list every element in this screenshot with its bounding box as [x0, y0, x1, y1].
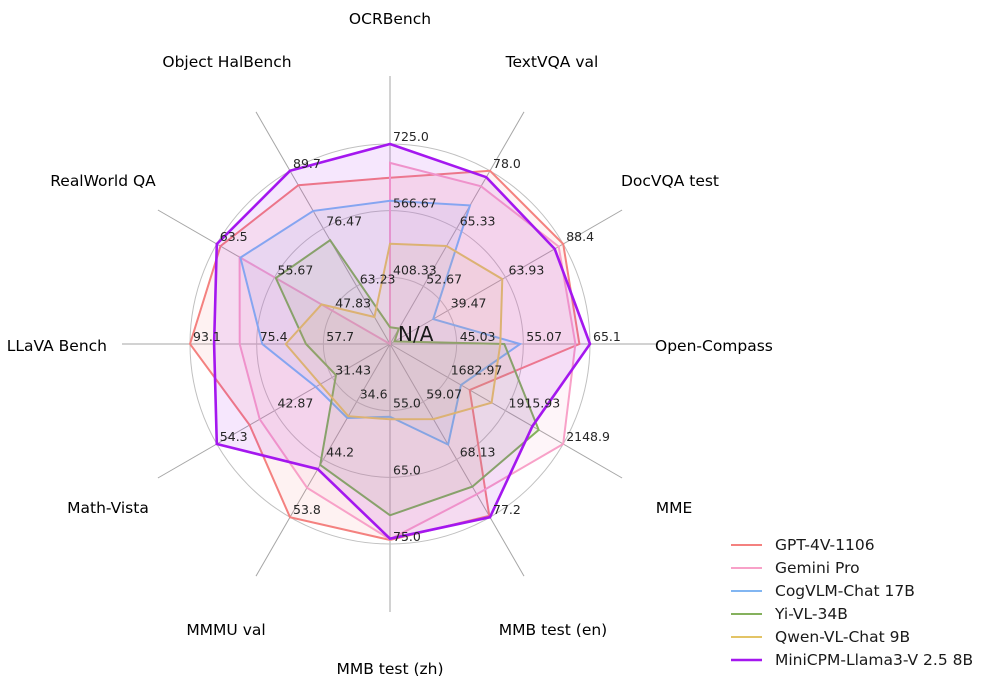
tick-label: 63.93 — [509, 262, 545, 277]
series-polygon-cogvlm-chat-17b — [239, 199, 523, 447]
tick-label: 54.3 — [220, 429, 248, 444]
axis-title-object-halbench: Object HalBench — [162, 53, 291, 71]
axis-title-mme: MME — [656, 499, 693, 517]
tick-label: 44.2 — [326, 445, 354, 460]
axis-spoke — [389, 343, 525, 577]
tick-label: 55.0 — [393, 396, 421, 411]
tick-label: 63.23 — [360, 271, 396, 286]
tick-label: 89.7 — [293, 156, 321, 171]
series-polygon-minicpm-llama3-v-2-5-8b — [212, 142, 592, 541]
tick-label: 65.1 — [593, 329, 621, 344]
axis-title-mmb-test-zh-: MMB test (zh) — [336, 660, 443, 678]
axis-spoke — [389, 209, 623, 345]
tick-label: 1915.93 — [509, 396, 561, 411]
axis-spoke — [157, 343, 391, 479]
tick-label: 63.5 — [220, 229, 248, 244]
legend-label-yi-vl-34b: Yi-VL-34B — [774, 605, 848, 623]
tick-label: 93.1 — [193, 329, 221, 344]
tick-label: 34.6 — [360, 387, 388, 402]
axis-title-docvqa-test: DocVQA test — [621, 172, 719, 190]
center-na-label: N/A — [398, 322, 434, 346]
tick-label: 53.8 — [293, 502, 321, 517]
tick-label: 566.67 — [393, 196, 437, 211]
tick-label: 31.43 — [335, 362, 371, 377]
legend-label-minicpm-llama3-v-2-5-8b: MiniCPM-Llama3-V 2.5 8B — [775, 651, 973, 669]
axis-title-realworld-qa: RealWorld QA — [50, 172, 156, 190]
axis-spoke — [389, 111, 525, 345]
axis-title-open-compass: Open-Compass — [655, 337, 773, 355]
tick-label: 1682.97 — [451, 362, 503, 377]
tick-label: 65.33 — [460, 214, 496, 229]
tick-label: 76.47 — [326, 214, 362, 229]
axis-title-textvqa-val: TextVQA val — [505, 53, 599, 71]
tick-label: 68.13 — [460, 445, 496, 460]
axis-title-mmmu-val: MMMU val — [186, 621, 265, 639]
series-polygon-qwen-vl-chat-9b — [284, 242, 504, 421]
legend-label-gpt-4v-1106: GPT-4V-1106 — [775, 536, 875, 554]
axis-title-llava-bench: LLaVA Bench — [7, 337, 107, 355]
axis-title-mmb-test-en-: MMB test (en) — [499, 621, 607, 639]
tick-label: 42.87 — [278, 396, 314, 411]
tick-label: 65.0 — [393, 462, 421, 477]
legend-label-gemini-pro: Gemini Pro — [775, 559, 860, 577]
tick-label: 39.47 — [451, 296, 487, 311]
legend-label-cogvlm-chat-17b: CogVLM-Chat 17B — [775, 582, 915, 600]
tick-label: 55.07 — [526, 329, 562, 344]
legend-label-qwen-vl-chat-9b: Qwen-VL-Chat 9B — [775, 628, 910, 646]
tick-label: 88.4 — [566, 229, 594, 244]
tick-label: 408.33 — [393, 262, 437, 277]
axis-spoke — [255, 343, 391, 577]
tick-label: 55.67 — [278, 262, 314, 277]
axis-spoke — [389, 343, 623, 479]
tick-label: 57.7 — [326, 329, 354, 344]
tick-label: 75.0 — [393, 529, 421, 544]
tick-label: 75.4 — [260, 329, 288, 344]
axis-title-ocrbench: OCRBench — [349, 10, 431, 28]
tick-label: 2148.9 — [566, 429, 610, 444]
legend: GPT-4V-1106 Gemini Pro CogVLM-Chat 17B Yi-V… — [731, 536, 973, 669]
axis-title-math-vista: Math-Vista — [67, 499, 149, 517]
axis-spoke — [255, 111, 391, 345]
tick-label: 78.0 — [493, 156, 521, 171]
tick-label: 52.67 — [426, 271, 462, 286]
tick-label: 47.83 — [335, 296, 371, 311]
tick-label: 59.07 — [426, 387, 462, 402]
tick-label: 77.2 — [493, 502, 521, 517]
tick-label: 45.03 — [460, 329, 496, 344]
tick-label: 725.0 — [393, 129, 429, 144]
